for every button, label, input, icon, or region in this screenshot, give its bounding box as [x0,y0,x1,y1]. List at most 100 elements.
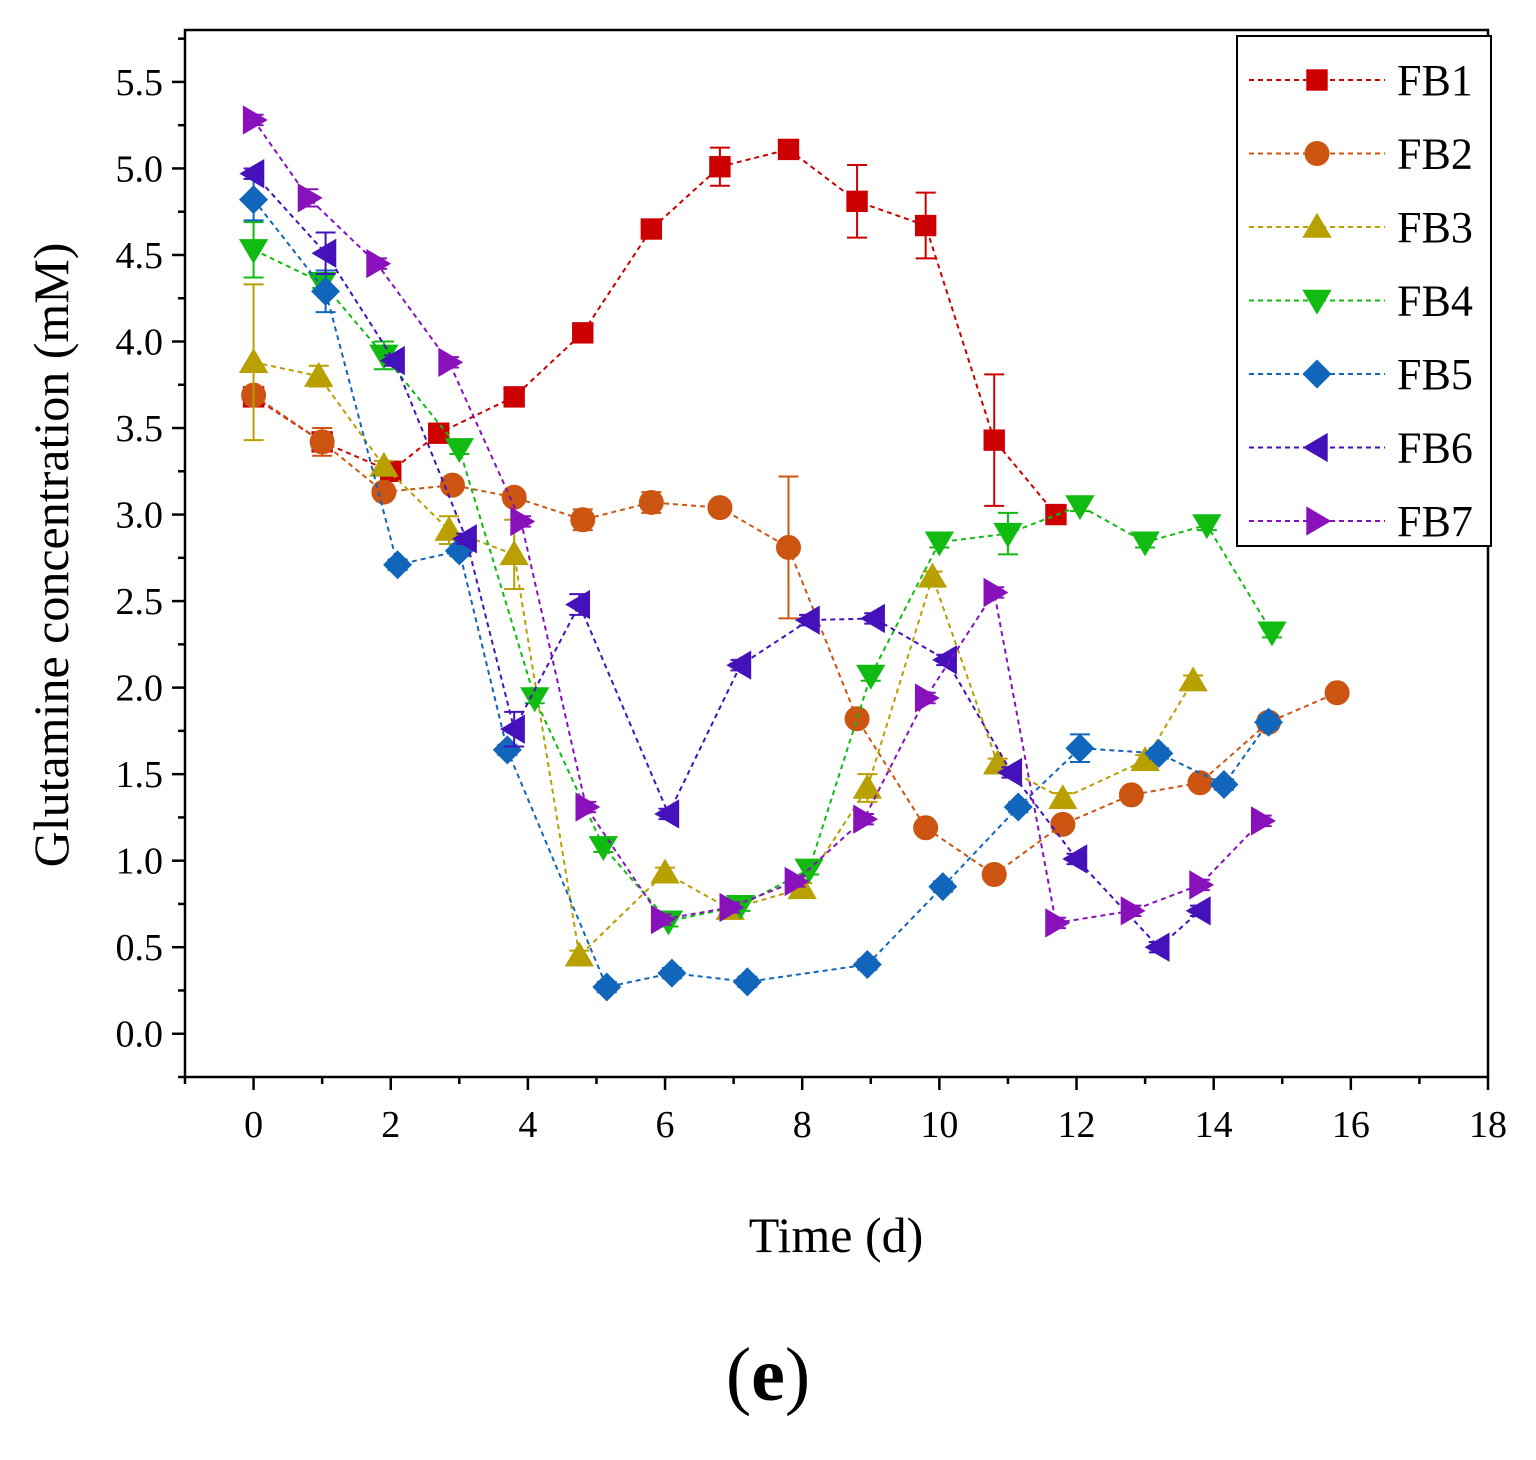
y-tick-label: 4.5 [116,235,164,277]
legend-label: FB4 [1397,277,1473,326]
legend-item-fb5: FB5 [1249,350,1473,399]
x-tick-label: 10 [920,1104,958,1146]
data-point-fb7 [366,248,392,279]
legend-label: FB7 [1397,497,1473,546]
data-point-fb4 [1130,531,1160,557]
data-point-fb2 [775,534,801,560]
legend-item-fb2: FB2 [1249,130,1473,179]
y-tick-label: 3.5 [116,408,164,450]
data-point-fb2 [439,472,465,498]
data-point-fb7 [510,506,536,537]
data-point-fb7 [784,866,810,897]
data-point-fb1 [983,429,1005,451]
data-point-fb4 [993,522,1023,548]
plot-border [183,28,1490,1079]
data-point-fb2 [1324,680,1350,706]
series-fb7 [242,105,1276,938]
x-tick-label: 2 [381,1104,400,1146]
data-point-fb3 [238,348,269,373]
legend-item-fb7: FB7 [1249,497,1473,546]
data-point-fb2 [844,706,870,732]
data-point-fb5 [1003,792,1033,822]
data-point-fb4 [794,858,824,884]
legend-marker [1302,289,1332,315]
data-point-fb5 [1144,738,1174,768]
data-point-fb6 [726,650,752,680]
data-point-fb7 [297,183,323,213]
series-fb5 [239,177,1284,1002]
x-axis: 0 2 4 6 8 10 12 14 16 18 [183,1077,1507,1146]
legend-item-fb3: FB3 [1249,203,1473,252]
data-point-fb1 [777,138,800,161]
y-tick-label: 0.0 [116,1014,164,1056]
data-point-fb7 [983,577,1009,608]
legend-label: FB1 [1397,56,1473,105]
data-point-fb7 [650,904,676,935]
data-point-fb7 [575,792,601,822]
data-point-fb5 [492,735,522,765]
y-axis-title: Glutamine concentration (mM) [23,243,79,868]
data-point-fb6 [932,645,957,675]
data-point-fb1 [572,322,594,344]
data-point-fb7 [1189,870,1215,900]
data-point-fb4 [1192,514,1222,540]
data-point-fb5 [1209,770,1239,800]
data-point-fb4 [238,239,269,264]
legend-marker [1302,359,1332,389]
legend-item-fb4: FB4 [1249,277,1473,326]
legend: FB1 FB2 FB3 FB4 FB5 FB6 FB7 [1236,35,1492,547]
data-point-fb6 [1144,932,1170,962]
data-point-fb2 [1118,782,1144,808]
legend-box [1236,35,1492,547]
legend-marker [1306,506,1332,536]
data-point-fb6 [860,603,885,634]
x-tick-label: 4 [518,1104,537,1146]
legend-item-fb1: FB1 [1249,56,1473,105]
x-tick-label: 18 [1469,1104,1507,1146]
y-tick-label: 5.5 [116,62,164,104]
data-point-fb6 [997,757,1023,788]
legend-label: FB5 [1397,350,1473,399]
data-point-fb5 [383,550,413,580]
series-fb6 [239,158,1211,962]
data-point-fb4 [1257,621,1287,647]
x-tick-label: 12 [1058,1104,1096,1146]
y-tick-label: 4.0 [116,322,164,364]
data-point-fb5 [1065,733,1095,763]
data-point-fb2 [1050,811,1076,837]
data-point-fb7 [242,105,268,135]
plot-frame [183,28,1490,1079]
series-fb1 [242,138,1067,526]
panel-label: (e) [725,1333,811,1417]
data-point-fb6 [794,605,820,635]
data-point-fb3 [650,858,680,884]
data-point-fb7 [719,892,745,923]
series-line-fb4 [253,248,1273,923]
series-line-fb2 [253,394,1338,876]
data-point-fb6 [654,799,680,829]
x-tick-label: 14 [1195,1104,1233,1146]
data-point-fb5 [657,958,687,988]
data-point-fb7 [1045,908,1071,938]
legend-marker [1306,69,1328,91]
data-point-fb5 [311,276,341,306]
data-point-fb6 [1062,844,1088,874]
legend-item-fb6: FB6 [1249,424,1473,473]
data-point-fb4 [856,664,886,690]
x-tick-label: 6 [656,1104,675,1146]
data-point-fb5 [928,872,958,902]
data-point-fb2 [707,495,733,521]
x-tick-label: 0 [244,1104,263,1146]
y-tick-label: 2.5 [116,581,164,623]
y-tick-label: 3.0 [116,495,164,537]
legend-marker [1304,141,1330,166]
data-point-fb6 [451,524,477,554]
x-tick-label: 16 [1332,1104,1370,1146]
legend-label: FB3 [1397,203,1473,252]
data-point-fb1 [846,190,868,213]
data-point-fb3 [304,361,334,387]
series-line-fb7 [252,119,1263,925]
data-point-fb4 [1065,495,1095,521]
data-point-fb2 [913,815,939,841]
data-point-fb5 [852,950,882,980]
